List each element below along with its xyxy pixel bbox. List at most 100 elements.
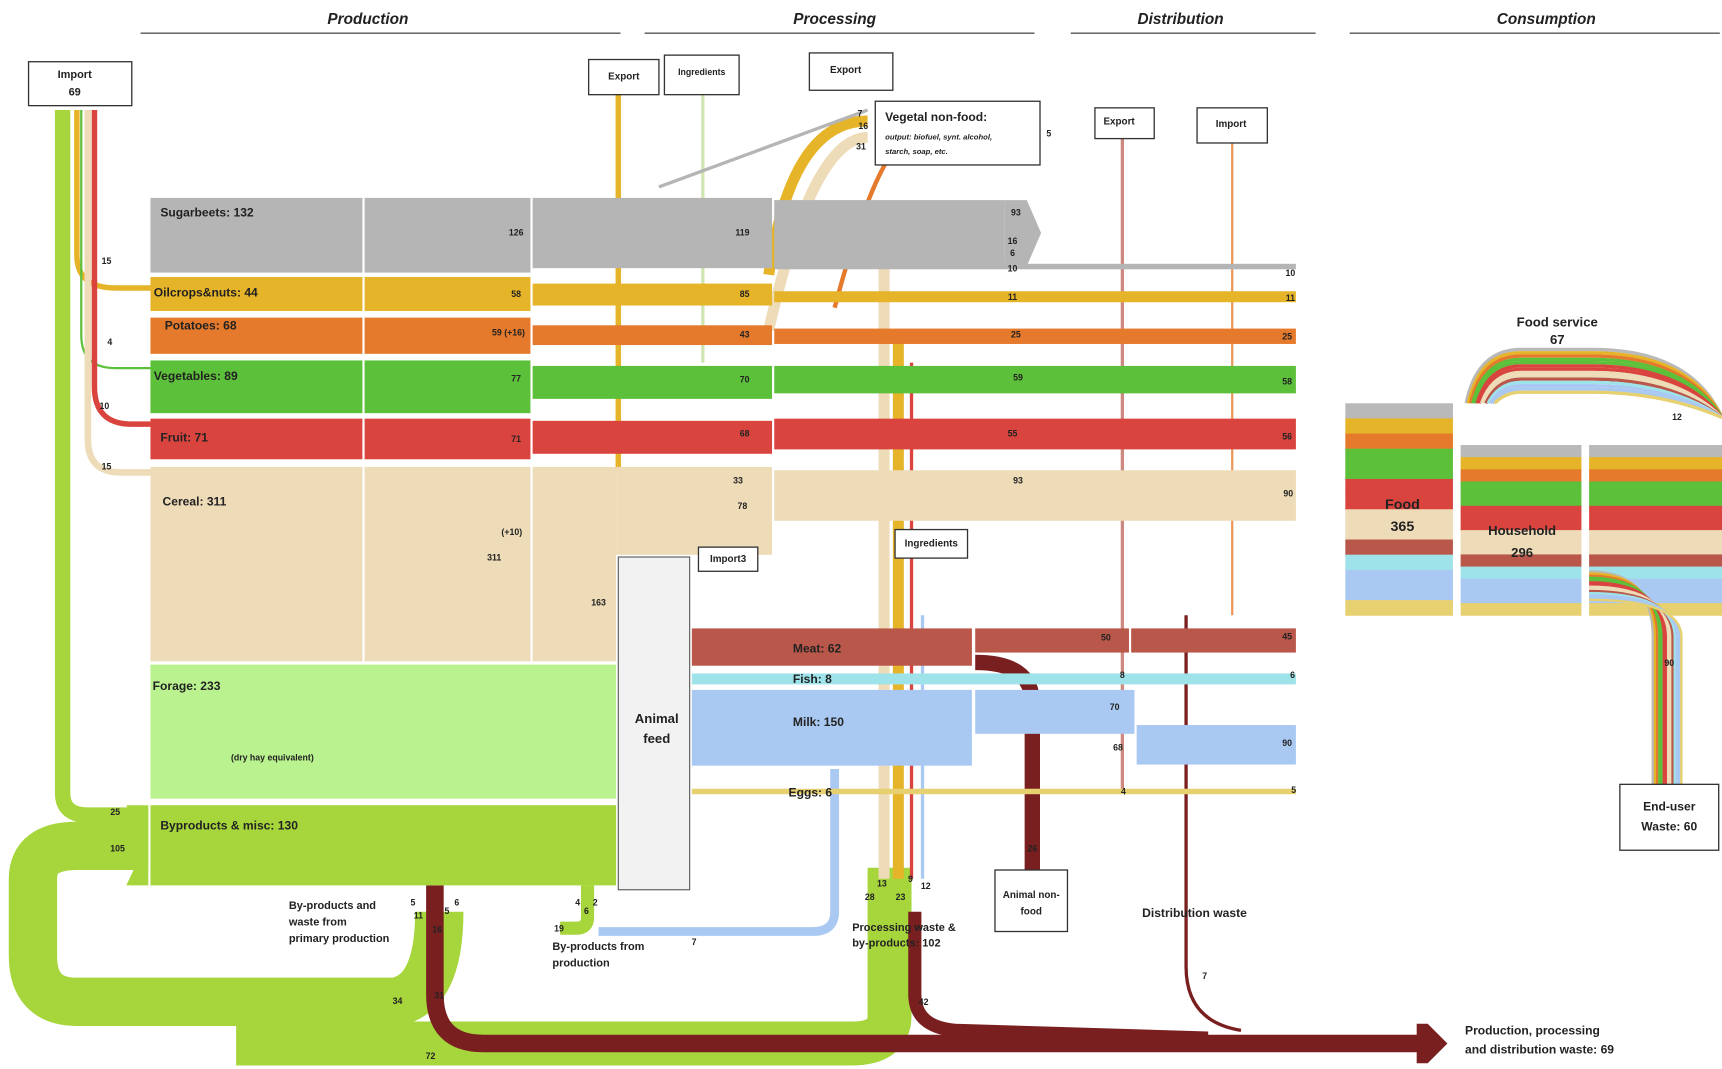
service-column (1589, 530, 1722, 543)
milk-row (1137, 725, 1296, 765)
food-column (1345, 600, 1453, 616)
flow-label: 12 (921, 881, 931, 891)
flow-label: 71 (511, 434, 521, 444)
food-column (1345, 418, 1453, 434)
flow-label: 90 (1283, 489, 1293, 499)
flow-label: 15 (102, 461, 112, 471)
food-column (1345, 585, 1453, 601)
node-label: By-products and (289, 900, 376, 912)
egg-row (692, 789, 1296, 794)
flow-label: 311 (487, 552, 501, 562)
node-label: 296 (1511, 545, 1533, 560)
cereal-row (365, 467, 531, 661)
household-column (1461, 567, 1582, 580)
node-label: waste from (288, 917, 347, 929)
import-fruit (94, 110, 150, 424)
node-label: Cereal: 311 (163, 494, 227, 508)
sugarbeet-row (774, 200, 1005, 266)
fruit-row (365, 419, 531, 460)
import-cereal (88, 110, 151, 472)
flow-label: 126 (509, 227, 524, 237)
potato-row (774, 329, 1296, 344)
flow-label: 4 (575, 897, 580, 907)
oilcrop-row (365, 277, 531, 311)
flow-label: 59 (+16) (492, 327, 525, 337)
flow-label: 31 (434, 991, 444, 1001)
vegetable-row (774, 366, 1296, 393)
flow-label: 7 (857, 109, 862, 119)
node-label: feed (643, 731, 670, 746)
flow-label: 163 (591, 597, 606, 607)
box-note: output: biofuel, synt. alcohol, (885, 133, 992, 142)
service-column (1589, 542, 1722, 555)
stage-title: Distribution (1137, 11, 1223, 28)
flow-label: 90 (1282, 738, 1292, 748)
box-label: Animal non- (1003, 890, 1060, 901)
flow-label: 16 (1008, 236, 1018, 246)
flow-label: 55 (1008, 428, 1018, 438)
flow-label: 26 (1027, 843, 1037, 853)
node-label: primary production (289, 933, 390, 945)
food-column (1345, 570, 1453, 586)
flow-label: 4 (1121, 786, 1126, 796)
node-label: 67 (1550, 332, 1565, 347)
box-label: Export (1103, 117, 1135, 128)
food-column (1345, 479, 1453, 495)
flow-label: 6 (584, 906, 589, 916)
household-column (1461, 481, 1582, 494)
flow-label: 25 (110, 807, 120, 817)
flow-label: 93 (1013, 476, 1023, 486)
meat-row (1131, 628, 1296, 652)
stage-title: Consumption (1497, 11, 1596, 28)
flow-label: 85 (740, 289, 750, 299)
oilcrop-row (774, 291, 1296, 302)
flow-label: 10 (99, 401, 109, 411)
flow-label: 77 (511, 373, 521, 383)
node-label: By-products from (552, 941, 644, 953)
household-column (1461, 579, 1582, 592)
node-label: and distribution waste: 69 (1465, 1042, 1614, 1056)
box-label: Import3 (710, 554, 747, 565)
node-label: Potatoes: 68 (165, 319, 237, 333)
flow-label: 50 (1101, 633, 1111, 643)
flow-label: 8 (1120, 670, 1125, 680)
box-note: starch, soap, etc. (885, 147, 948, 156)
node-label: Eggs: 6 (789, 785, 833, 799)
waste-arrow (1417, 1024, 1448, 1064)
fish-row (692, 673, 1296, 684)
food-column (1345, 464, 1453, 480)
fruit-row (774, 419, 1296, 450)
node-label: Fish: 8 (793, 672, 832, 686)
node-label: Fruit: 71 (160, 431, 208, 445)
flow-label: 6 (1290, 670, 1295, 680)
flow-label: 12 (1672, 412, 1682, 422)
flow-label: 68 (740, 428, 750, 438)
flow-label: 2 (593, 897, 598, 907)
flow-label: 9 (908, 874, 913, 884)
milk-row (975, 690, 1134, 734)
flow-label: 11 (414, 910, 423, 920)
byproduct-row (150, 805, 616, 885)
node-label: 365 (1391, 519, 1415, 535)
vegetable-row (365, 360, 531, 413)
flow-label: 15 (102, 256, 112, 266)
flow-label: 105 (110, 843, 125, 853)
flow-label: 93 (1011, 208, 1021, 218)
end-user-waste-box (1620, 784, 1719, 850)
service-column (1589, 481, 1722, 494)
box-label: Export (830, 65, 862, 76)
food-column (1345, 540, 1453, 556)
flow-label: 78 (738, 501, 748, 511)
node-label: Household (1488, 523, 1556, 538)
flow-label: 58 (511, 289, 521, 299)
cereal-row (774, 470, 1296, 521)
household-column (1461, 506, 1582, 519)
service-column (1589, 457, 1722, 470)
flow-label: 70 (1110, 702, 1120, 712)
service-column (1589, 445, 1722, 458)
node-label: Production, processing (1465, 1024, 1600, 1038)
flow-label: 58 (1282, 377, 1292, 387)
box-label: Import (58, 69, 92, 81)
food-column (1345, 449, 1453, 465)
service-column (1589, 506, 1722, 519)
